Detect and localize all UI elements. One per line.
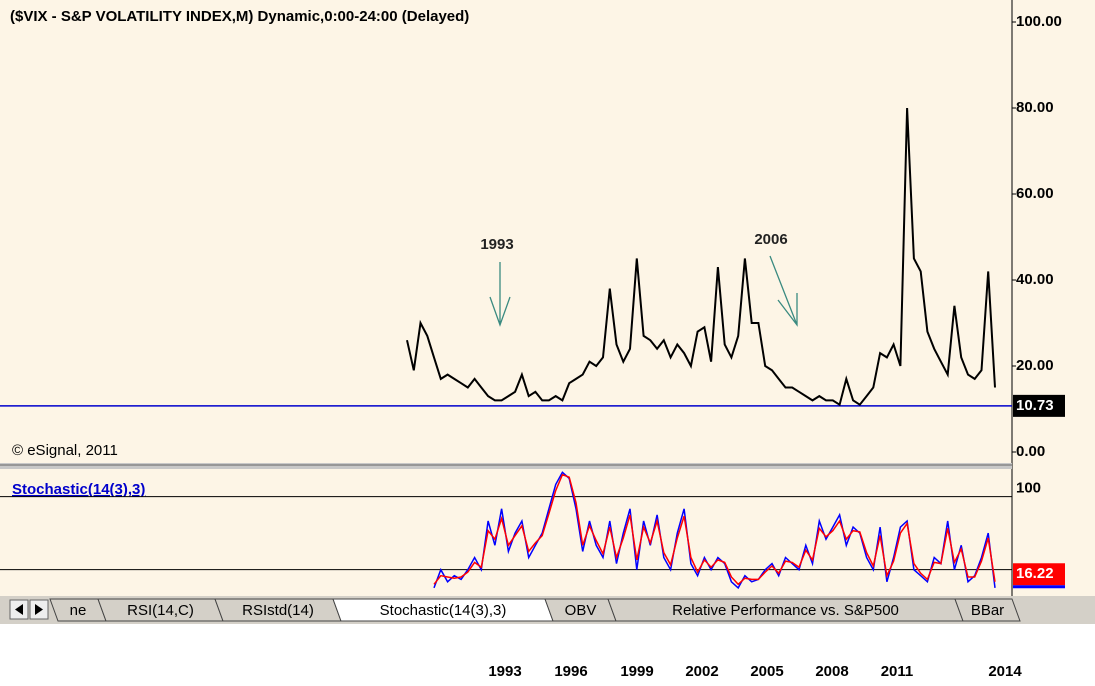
tab-label: Relative Performance vs. S&P500: [672, 602, 899, 619]
x-tick-label: 1999: [620, 663, 653, 680]
current-value-marker: [1013, 585, 1065, 589]
tab-label: RSI(14,C): [127, 602, 194, 619]
arrow: [489, 262, 511, 327]
tab-scroll-right-icon: [35, 604, 43, 615]
tab-label: RSIstd(14): [242, 602, 314, 619]
tab[interactable]: [954, 598, 1021, 622]
y-tick-label: 0.00: [1016, 443, 1045, 460]
current-value-box: [1013, 563, 1065, 586]
y-tick-label: 60.00: [1016, 185, 1054, 202]
indicator-title[interactable]: Stochastic(14(3),3): [12, 481, 145, 498]
y-tick-label: 80.00: [1016, 99, 1054, 116]
panel-separator: [0, 463, 1012, 469]
chart-background: [0, 0, 1095, 596]
tab-label: BBar: [971, 602, 1004, 619]
x-tick-label: 1996: [554, 663, 587, 680]
y-tick-label: 40.00: [1016, 271, 1054, 288]
series-line: [433, 473, 996, 586]
annotation: 1993: [480, 236, 513, 253]
x-tick-label: 2008: [815, 663, 848, 680]
arrows: [489, 255, 798, 327]
current-value-label: 16.22: [1016, 565, 1054, 582]
tab-label: Stochastic(14(3),3): [380, 602, 507, 619]
x-tick-label: 1993: [488, 663, 521, 680]
series-line: [406, 107, 996, 407]
tab-scroll-left-icon: [15, 604, 23, 615]
x-tick-label: 2005: [750, 663, 783, 680]
y-tick-label: 20.00: [1016, 357, 1054, 374]
arrow: [769, 255, 798, 327]
annotation: 2006: [754, 231, 787, 248]
tabs: ne RSI(14,C) RSIstd(14) Stochastic(14(3),3)…: [49, 598, 1021, 622]
tab-label: ne: [70, 602, 87, 619]
y-tick-label: 100.00: [1016, 13, 1062, 30]
current-value-label: 10.73: [1016, 397, 1054, 414]
x-tick-label: 2011: [881, 663, 914, 680]
y-tick-label: 100: [1016, 479, 1041, 496]
tab-label: OBV: [565, 602, 597, 619]
current-value-box: [1013, 394, 1065, 417]
chart-title: ($VIX - S&P VOLATILITY INDEX,M) Dynamic,…: [10, 8, 469, 25]
copyright: © eSignal, 2011: [12, 442, 118, 459]
x-tick-label: 2014: [988, 663, 1022, 680]
x-tick-label: 2002: [685, 663, 718, 680]
